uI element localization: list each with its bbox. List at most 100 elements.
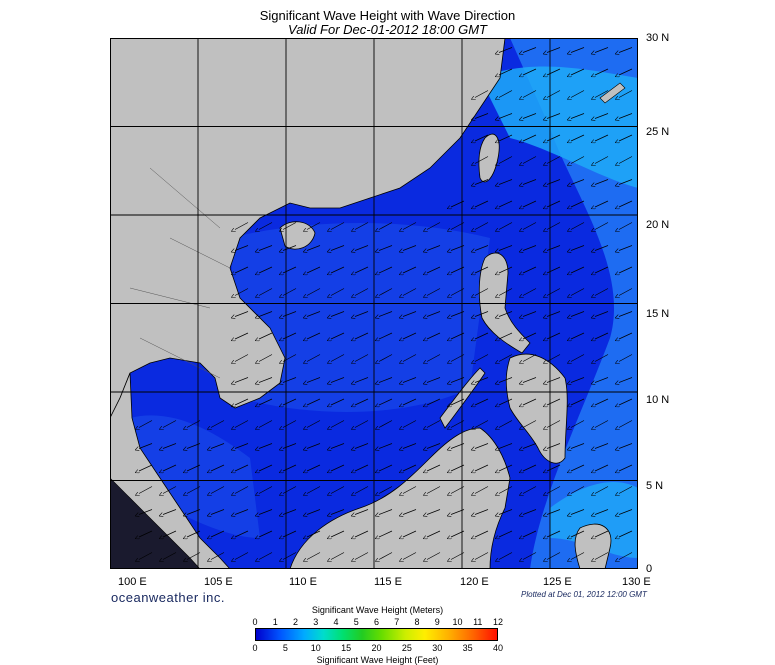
wave-arrow — [259, 398, 273, 405]
wave-arrow — [331, 245, 345, 251]
wave-arrow — [571, 288, 585, 296]
wave-arrow — [619, 509, 633, 515]
wave-arrow — [259, 509, 273, 515]
wave-arrow — [595, 552, 609, 560]
wave-arrow — [571, 156, 585, 164]
wave-arrow — [571, 113, 585, 119]
colorbar-meter-tick: 0 — [252, 617, 258, 627]
wave-arrow — [475, 288, 489, 296]
wave-arrow — [571, 90, 585, 98]
wave-arrow — [571, 443, 585, 449]
wave-arrow — [355, 530, 369, 537]
wave-arrow — [355, 288, 369, 296]
wave-arrow — [427, 464, 441, 471]
wave-arrow — [595, 47, 609, 53]
wave-arrow — [499, 464, 513, 471]
ocean-band-scs — [230, 223, 490, 412]
wave-arrow — [571, 68, 585, 75]
wave-arrow — [235, 354, 249, 362]
wave-arrow — [259, 552, 273, 560]
wave-arrow — [307, 266, 321, 273]
lon-label-125e: 125 E — [543, 576, 572, 588]
wave-arrow — [307, 332, 321, 339]
wave-arrow — [619, 245, 633, 251]
wave-arrow — [475, 420, 489, 428]
wave-arrow — [547, 245, 561, 251]
colorbar-meter-tick: 1 — [272, 617, 278, 627]
wave-arrow — [619, 332, 633, 339]
wave-arrow — [475, 200, 489, 207]
wave-arrow — [427, 486, 441, 494]
wave-arrow — [283, 377, 297, 383]
wave-arrow — [595, 245, 609, 251]
wave-arrow — [427, 509, 441, 515]
wave-arrow — [571, 420, 585, 428]
wave-arrow — [355, 509, 369, 515]
wave-arrow — [403, 398, 417, 405]
wave-arrow — [571, 179, 585, 185]
wave-arrow — [283, 245, 297, 251]
map-frame — [110, 38, 638, 569]
lon-label-115e: 115 E — [374, 576, 402, 588]
land-sulawesi — [574, 523, 612, 569]
wave-arrow — [499, 420, 513, 428]
wave-arrow — [403, 530, 417, 537]
land-mainland-asia — [110, 38, 506, 419]
wave-arrow — [283, 552, 297, 560]
wave-arrow — [427, 354, 441, 362]
wave-arrow — [523, 245, 537, 251]
wave-arrow — [163, 509, 177, 515]
wave-arrow — [427, 332, 441, 339]
wave-height-colorbar — [255, 628, 498, 641]
wave-arrow — [547, 134, 561, 141]
wave-arrow — [475, 377, 489, 383]
wave-arrow — [259, 464, 273, 471]
wave-arrow — [547, 113, 561, 119]
wave-arrow — [427, 443, 441, 449]
wave-arrow — [283, 530, 297, 537]
wave-arrow — [163, 530, 177, 537]
lat-label-0: 0 — [646, 563, 653, 575]
wave-arrow — [307, 509, 321, 515]
wave-arrow — [355, 222, 369, 230]
wave-arrow — [235, 398, 249, 405]
wave-arrow — [379, 530, 393, 537]
wave-arrow — [403, 354, 417, 362]
wave-arrow — [499, 47, 513, 53]
wave-arrow — [331, 332, 345, 339]
wave-arrow — [547, 200, 561, 207]
wave-arrow — [235, 377, 249, 383]
wave-arrow — [547, 47, 561, 53]
wave-arrow — [379, 245, 393, 251]
wave-arrow — [499, 245, 513, 251]
wave-arrow — [619, 113, 633, 119]
wave-arrow — [211, 443, 225, 449]
wave-arrow — [619, 398, 633, 405]
wave-arrow — [259, 266, 273, 273]
wave-arrow — [595, 354, 609, 362]
wave-arrow — [427, 420, 441, 428]
wave-arrow — [283, 332, 297, 339]
wave-arrow — [139, 420, 153, 428]
wave-arrow — [307, 420, 321, 428]
wave-arrow — [547, 156, 561, 164]
wave-arrow — [379, 288, 393, 296]
wave-arrow — [307, 398, 321, 405]
wave-arrow — [571, 266, 585, 273]
wave-arrow — [499, 200, 513, 207]
wave-arrow — [499, 398, 513, 405]
wave-arrow — [619, 179, 633, 185]
wave-arrow — [355, 354, 369, 362]
wave-arrow — [403, 377, 417, 383]
wave-arrow — [259, 443, 273, 449]
plotted-timestamp: Plotted at Dec 01, 2012 12:00 GMT — [521, 590, 647, 599]
colorbar-meter-tick: 2 — [292, 617, 299, 627]
colorbar-feet-tick: 25 — [401, 643, 412, 653]
wave-arrow — [619, 266, 633, 273]
wave-arrow — [355, 486, 369, 494]
wave-arrow — [307, 486, 321, 494]
wave-arrow — [619, 68, 633, 75]
wave-arrow — [595, 179, 609, 185]
country-borders — [129, 167, 231, 379]
wave-arrow — [211, 530, 225, 537]
